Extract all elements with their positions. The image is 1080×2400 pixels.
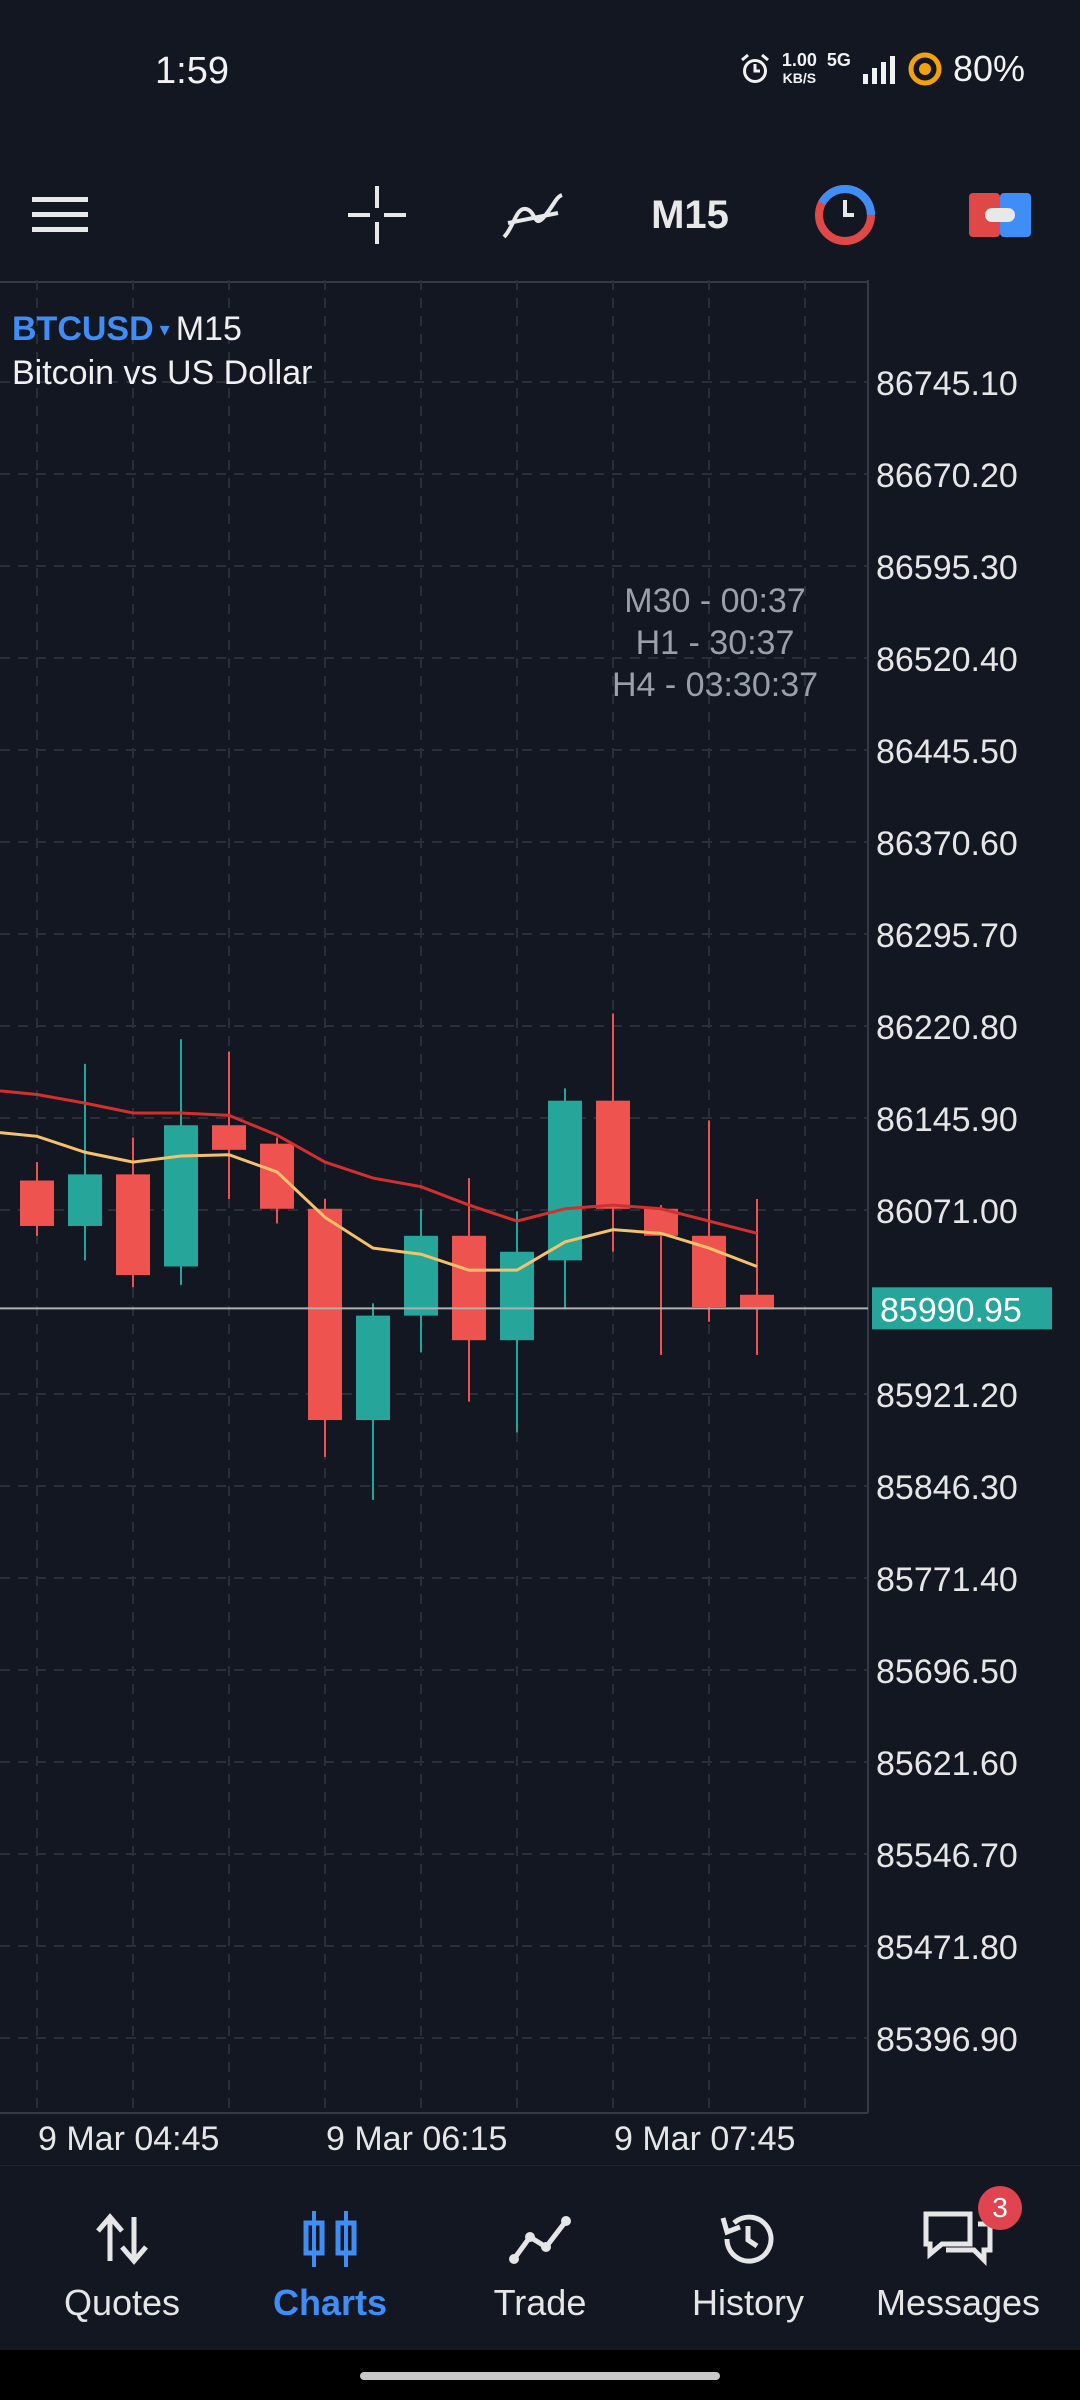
candle-body [740,1294,774,1310]
clock-icon [815,185,875,245]
price-axis-label: 85771.40 [876,1561,1018,1599]
price-axis-label: 86595.30 [876,549,1018,587]
price-axis-label: 86071.00 [876,1193,1018,1231]
net-speed-value: 1.00 [781,50,817,70]
price-axis-label: 85471.80 [876,1929,1018,1967]
price-axis-label: 86670.20 [876,457,1018,495]
status-bar: 1:59 1.00 KB/S 5G 80% [0,0,1080,150]
time-axis-label: 9 Mar 04:45 [38,2120,219,2158]
home-indicator[interactable] [360,2372,720,2380]
indicators-button[interactable] [498,180,568,250]
timeframe-button[interactable]: M15 [651,192,729,237]
price-axis-label: 85621.60 [876,1745,1018,1783]
menu-button[interactable] [25,180,95,250]
timer-m30: M30 - 00:37 [624,582,806,620]
nav-charts[interactable]: Charts [230,2166,430,2351]
symbol-name[interactable]: BTCUSD [12,310,154,348]
nav-history[interactable]: History [648,2166,848,2351]
quotes-icon [96,2213,148,2265]
candle-body [452,1235,486,1341]
candle-body [548,1100,582,1261]
nav-charts-label: Charts [272,2282,388,2323]
nav-history-label: History [691,2282,804,2323]
network-type: 5G [826,49,851,70]
chart-area[interactable]: 86745.10 86670.20 86595.30 86520.40 86445.50… [0,280,1080,2165]
net-speed-unit: KB/S [782,70,817,86]
moving-average-slow [0,1089,758,1235]
menu-icon [32,197,88,232]
candle-body [500,1251,534,1341]
moving-average-fast [0,1131,758,1272]
price-axis-label: 86220.80 [876,1009,1018,1047]
candle-body [260,1143,294,1209]
price-axis-label: 85396.90 [876,2021,1018,2059]
trade-toggle-icon [969,193,1031,237]
messages-badge: 3 [978,2186,1022,2230]
price-axis-label: 86370.60 [876,825,1018,863]
candle-body [308,1208,342,1421]
price-chart[interactable]: 86745.10 86670.20 86595.30 86520.40 86445.50… [0,280,1080,2165]
candle-body [404,1235,438,1316]
history-icon [720,2214,774,2264]
nav-quotes[interactable]: Quotes [22,2166,222,2351]
status-time: 1:59 [155,50,229,92]
candle-body [356,1315,390,1421]
symbol-dropdown-icon[interactable]: ▾ [159,319,170,341]
bottom-navigation: Quotes Charts Trade [0,2165,1080,2351]
price-axis-label: 85546.70 [876,1837,1018,1875]
nav-trade-label: Trade [493,2282,587,2323]
price-axis-label: 85921.20 [876,1377,1018,1415]
candle-body [164,1125,198,1267]
current-price-tag [872,1287,1052,1330]
timer-h1: H1 - 30:37 [635,624,795,662]
crosshair-icon [348,186,406,244]
candle-body [68,1174,102,1226]
session-button[interactable] [810,180,880,250]
timer-h4: H4 - 03:30:37 [611,666,819,704]
candle-body [692,1235,726,1308]
current-price-label: 85990.95 [880,1291,1022,1329]
symbol-timeframe: M15 [175,310,242,348]
indicators-icon [502,193,563,239]
nav-trade[interactable]: Trade [440,2166,640,2351]
crosshair-button[interactable] [342,180,412,250]
time-axis-label: 9 Mar 06:15 [326,2120,507,2158]
price-axis-label: 86520.40 [876,641,1018,679]
nav-quotes-label: Quotes [63,2282,181,2323]
candle-body [20,1180,54,1226]
charts-icon [303,2211,357,2267]
chart-toolbar: M15 [0,150,1080,280]
nav-messages-label: Messages [875,2282,1041,2323]
price-axis-label: 86745.10 [876,365,1018,403]
time-axis-label: 9 Mar 07:45 [614,2120,795,2158]
gesture-bar [0,2350,1080,2400]
candle-body [596,1100,630,1209]
price-axis-label: 86295.70 [876,917,1018,955]
one-click-trade-button[interactable] [965,180,1035,250]
signal-icon [862,56,895,84]
battery-saver-icon [908,52,942,86]
symbol-header[interactable]: BTCUSD ▾ M15 [12,310,242,349]
symbol-description: Bitcoin vs US Dollar [12,354,313,392]
battery-level: 80% [952,48,1025,89]
candle-body [116,1174,150,1276]
candle-body [212,1125,246,1150]
status-indicators: 1.00 KB/S 5G 80% [738,48,1025,90]
price-axis-label: 85696.50 [876,1653,1018,1691]
trade-icon [509,2216,571,2264]
price-axis-label: 86145.90 [876,1101,1018,1139]
net-speed: 1.00 KB/S [782,51,817,87]
price-axis-label: 85846.30 [876,1469,1018,1507]
candle-timers: M30 - 00:37 H1 - 30:37 H4 - 03:30:37 [600,580,830,706]
alarm-icon [740,53,769,83]
price-axis-label: 86445.50 [876,733,1018,771]
nav-messages[interactable]: Messages 3 [858,2166,1058,2351]
